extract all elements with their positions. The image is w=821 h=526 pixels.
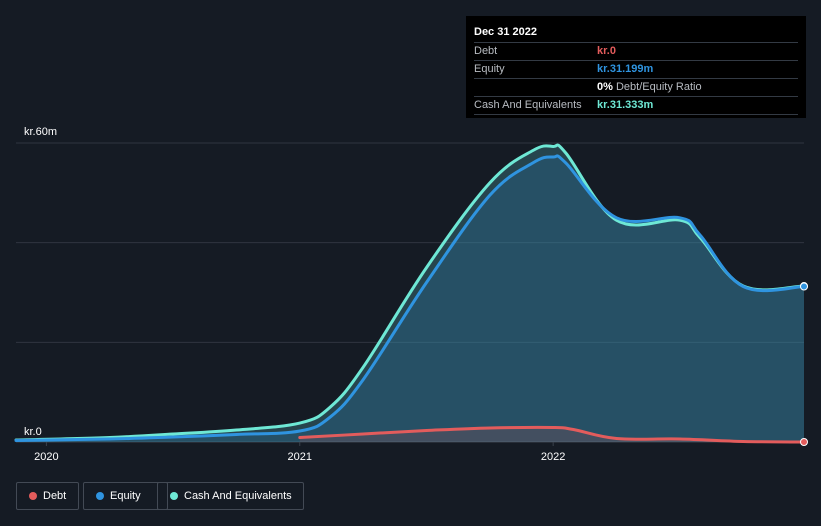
y-axis-top-label: kr.60m <box>24 126 57 138</box>
x-tick-label-2020: 2020 <box>34 451 58 463</box>
tooltip-ratio: 0% Debt/Equity Ratio <box>597 79 702 96</box>
tooltip-row-ratio: 0% Debt/Equity Ratio <box>474 79 798 97</box>
equity-line <box>14 154 806 442</box>
tooltip-row-equity: Equity kr.31.199m <box>474 61 798 79</box>
tooltip-debt-value: kr.0 <box>597 45 616 57</box>
tooltip-row-cash: Cash And Equivalents kr.31.333m <box>474 97 798 115</box>
equity-end-marker <box>800 282 808 291</box>
end-markers <box>800 282 808 446</box>
legend-debt-dot-icon <box>29 492 37 500</box>
tooltip-cash-value: kr.31.333m <box>597 99 654 111</box>
legend-debt-label: Debt <box>43 490 67 502</box>
x-axis-ticks: 2020 2021 2022 <box>34 442 565 463</box>
tooltip-ratio-label: Debt/Equity Ratio <box>615 81 702 93</box>
x-tick-label-2022: 2022 <box>541 451 565 463</box>
legend-item-debt[interactable]: Debt <box>16 482 79 510</box>
legend-cash-dot-icon <box>170 492 178 500</box>
legend-equity-label: Equity <box>110 490 141 502</box>
tooltip-debt-label: Debt <box>474 45 498 57</box>
debt-line <box>298 425 806 444</box>
tooltip-cash-label: Cash And Equivalents <box>474 99 582 111</box>
grid-lines <box>16 142 804 443</box>
tooltip-equity-label: Equity <box>474 63 505 75</box>
tooltip-ratio-percent: 0% <box>597 81 613 93</box>
debt-end-marker <box>800 438 808 446</box>
x-tick-label-2021: 2021 <box>288 451 312 463</box>
legend-cash-label: Cash And Equivalents <box>184 490 292 502</box>
y-axis-bottom-label: kr.0 <box>24 426 42 438</box>
tooltip-date: Dec 31 2022 <box>474 22 798 43</box>
legend-item-cash[interactable]: Cash And Equivalents <box>157 482 304 510</box>
legend-item-equity[interactable]: Equity <box>83 482 168 510</box>
tooltip-equity-value: kr.31.199m <box>597 63 654 75</box>
tooltip-panel: Dec 31 2022 Debt kr.0 Equity kr.31.199m … <box>466 16 806 118</box>
legend-equity-dot-icon <box>96 492 104 500</box>
cash-line <box>14 143 806 442</box>
equity-area <box>16 155 804 442</box>
tooltip-row-debt: Debt kr.0 <box>474 43 798 61</box>
series-lines <box>14 143 806 444</box>
